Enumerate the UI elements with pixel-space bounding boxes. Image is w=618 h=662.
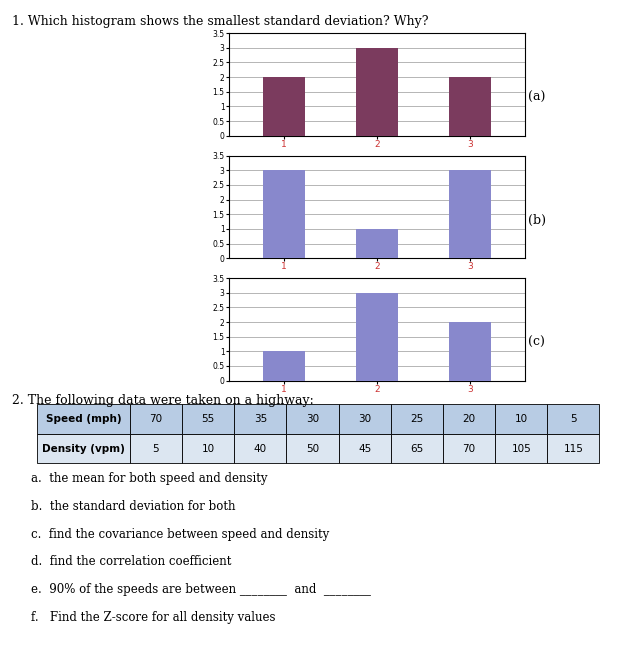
Bar bbox=[182, 404, 234, 434]
Bar bbox=[339, 434, 391, 463]
Bar bbox=[234, 404, 286, 434]
Text: b.  the standard deviation for both: b. the standard deviation for both bbox=[31, 500, 235, 513]
Text: 5: 5 bbox=[153, 444, 159, 453]
Text: 1. Which histogram shows the smallest standard deviation? Why?: 1. Which histogram shows the smallest st… bbox=[12, 15, 429, 28]
Text: (c): (c) bbox=[528, 336, 545, 349]
Text: c.  find the covariance between speed and density: c. find the covariance between speed and… bbox=[31, 528, 329, 541]
Bar bbox=[130, 404, 182, 434]
Bar bbox=[495, 434, 548, 463]
Bar bbox=[356, 293, 398, 381]
Bar bbox=[263, 77, 305, 136]
Text: (b): (b) bbox=[528, 214, 546, 226]
Text: 30: 30 bbox=[306, 414, 319, 424]
Bar bbox=[495, 404, 548, 434]
Bar bbox=[548, 434, 599, 463]
Text: Speed (mph): Speed (mph) bbox=[46, 414, 121, 424]
Text: 65: 65 bbox=[410, 444, 423, 453]
Bar bbox=[130, 434, 182, 463]
Text: 10: 10 bbox=[515, 414, 528, 424]
Bar bbox=[37, 434, 130, 463]
Text: 20: 20 bbox=[462, 414, 476, 424]
Bar bbox=[286, 434, 339, 463]
Bar bbox=[263, 170, 305, 258]
Text: 10: 10 bbox=[201, 444, 214, 453]
Bar bbox=[37, 404, 130, 434]
Text: 50: 50 bbox=[306, 444, 319, 453]
Text: 70: 70 bbox=[462, 444, 476, 453]
Text: f.   Find the Z-score for all density values: f. Find the Z-score for all density valu… bbox=[31, 611, 276, 624]
Bar bbox=[182, 434, 234, 463]
Text: 55: 55 bbox=[201, 414, 215, 424]
Text: 70: 70 bbox=[150, 414, 163, 424]
Text: 45: 45 bbox=[358, 444, 371, 453]
Bar bbox=[391, 404, 443, 434]
Text: 2. The following data were taken on a highway:: 2. The following data were taken on a hi… bbox=[12, 394, 314, 407]
Bar bbox=[286, 404, 339, 434]
Bar bbox=[443, 434, 495, 463]
Text: e.  90% of the speeds are between ________  and  ________: e. 90% of the speeds are between _______… bbox=[31, 583, 371, 596]
Text: 40: 40 bbox=[254, 444, 267, 453]
Bar bbox=[234, 434, 286, 463]
Text: 105: 105 bbox=[511, 444, 531, 453]
Bar bbox=[356, 48, 398, 136]
Bar bbox=[356, 229, 398, 258]
Bar bbox=[449, 77, 491, 136]
Text: Density (vpm): Density (vpm) bbox=[42, 444, 125, 453]
Bar bbox=[443, 404, 495, 434]
Text: (a): (a) bbox=[528, 91, 546, 104]
Text: 30: 30 bbox=[358, 414, 371, 424]
Bar bbox=[449, 170, 491, 258]
Bar bbox=[449, 322, 491, 381]
Bar bbox=[339, 404, 391, 434]
Text: d.  find the correlation coefficient: d. find the correlation coefficient bbox=[31, 555, 231, 569]
Bar bbox=[548, 404, 599, 434]
Text: 35: 35 bbox=[253, 414, 267, 424]
Text: 115: 115 bbox=[564, 444, 583, 453]
Text: 25: 25 bbox=[410, 414, 423, 424]
Text: 5: 5 bbox=[570, 414, 577, 424]
Bar bbox=[263, 352, 305, 381]
Text: a.  the mean for both speed and density: a. the mean for both speed and density bbox=[31, 472, 268, 485]
Bar bbox=[391, 434, 443, 463]
